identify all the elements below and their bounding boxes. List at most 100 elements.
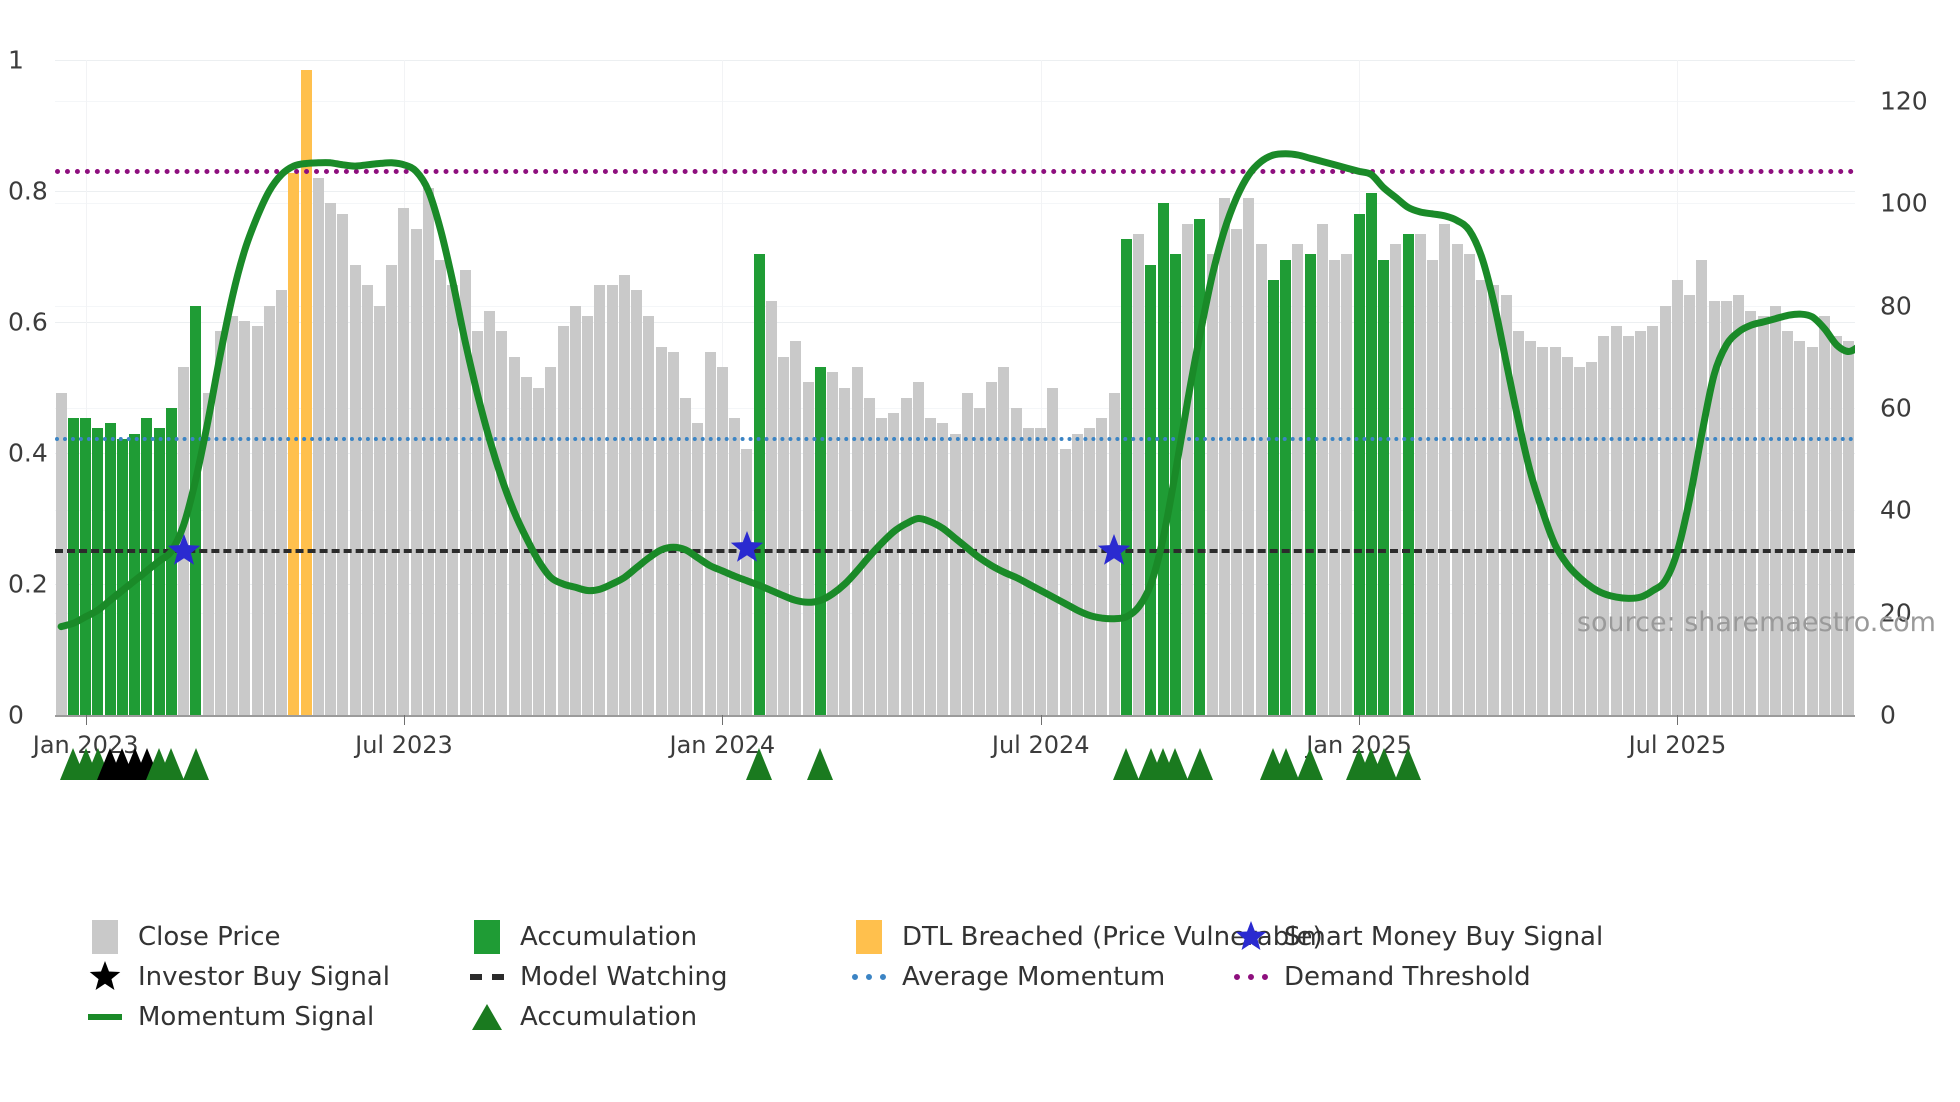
smart-money-buy-signal-marker (729, 530, 765, 566)
close-price-bar (1010, 407, 1022, 715)
close-price-bar (1292, 244, 1304, 715)
close-price-bar (1733, 295, 1745, 715)
x-axis-tick (722, 715, 724, 725)
legend-item[interactable]: Model Watching (470, 958, 727, 996)
close-price-bar (496, 331, 508, 715)
legend-row: Investor Buy Signal Model Watching Average… (0, 958, 1960, 996)
close-price-bar (1414, 233, 1426, 715)
legend-label: Accumulation (520, 1002, 698, 1032)
close-price-bar (1255, 244, 1267, 715)
legend-item[interactable]: Average Momentum (852, 958, 1165, 996)
close-price-bar (471, 331, 483, 715)
close-price-bar (1525, 341, 1536, 715)
y-axis-right-tick-label: 100 (1880, 188, 1928, 218)
legend-item[interactable]: Accumulation (470, 918, 697, 956)
close-price-bar (1794, 341, 1806, 715)
accumulation-marker (1162, 748, 1189, 780)
close-price-bar (1427, 259, 1439, 715)
legend-item[interactable]: Momentum Signal (88, 998, 374, 1036)
close-price-bar (1610, 326, 1622, 715)
close-price-bar (239, 320, 251, 715)
close-price-bar (1696, 259, 1708, 715)
legend-dotted-line-icon (852, 958, 886, 996)
y-axis-right-tick-label: 120 (1880, 86, 1928, 116)
close-price-bar (398, 208, 410, 715)
close-price-bar (508, 356, 520, 715)
close-price-bar (202, 392, 214, 715)
close-price-bar (386, 264, 398, 715)
close-price-bar (1218, 198, 1230, 715)
x-axis-line (55, 715, 1855, 717)
legend-item[interactable]: Investor Buy Signal (88, 958, 390, 996)
close-price-bar (986, 382, 998, 715)
accumulation-bar (190, 305, 202, 715)
accumulation-bar (1365, 193, 1377, 715)
close-price-bar (55, 392, 67, 715)
accumulation-marker (1395, 748, 1422, 780)
y-axis-left-tick-label: 0 (8, 700, 24, 730)
legend-item[interactable]: Close Price (88, 918, 281, 956)
close-price-bar (925, 418, 936, 715)
legend-dashed-line-icon (470, 958, 504, 996)
accumulation-bar (1378, 259, 1390, 715)
close-price-bar (1084, 428, 1096, 715)
y-axis-left-tick-label: 1 (8, 45, 24, 75)
accumulation-bar (1353, 213, 1365, 715)
close-price-bar (594, 285, 606, 715)
accumulation-bar (129, 433, 141, 715)
close-price-bar (937, 423, 949, 715)
close-price-bar (778, 356, 790, 715)
close-price-bar (716, 367, 728, 715)
x-axis-tick (1359, 715, 1361, 725)
accumulation-bar (1402, 233, 1414, 715)
chart-legend: Close Price Accumulation DTL Breached (Pri… (0, 918, 1960, 1038)
accumulation-bar (1304, 254, 1316, 715)
close-price-bar (373, 305, 385, 715)
vertical-gridline (85, 60, 87, 715)
close-price-bar (337, 213, 349, 715)
close-price-bar (361, 285, 373, 715)
close-price-bar (1488, 285, 1500, 715)
close-price-bar (1598, 336, 1610, 715)
close-price-bar (582, 315, 594, 715)
gridline (55, 322, 1855, 323)
model-watching-line (55, 549, 1855, 554)
x-axis-tick (1040, 715, 1042, 725)
dtl-breached-bar (300, 70, 312, 715)
y-axis-right-tick-label: 80 (1880, 291, 1912, 321)
close-price-bar (214, 331, 226, 715)
close-price-bar (1586, 361, 1598, 715)
close-price-bar (1831, 336, 1843, 715)
gridline (55, 191, 1855, 192)
close-price-bar (1720, 300, 1732, 715)
close-price-bar (1537, 346, 1549, 715)
smart-money-buy-signal-marker (1096, 533, 1132, 569)
gridline-right (55, 100, 1855, 102)
close-price-bar (484, 310, 496, 715)
accumulation-bar (1145, 264, 1157, 715)
close-price-bar (1818, 315, 1830, 715)
x-axis-tick (403, 715, 405, 725)
close-price-bar (1096, 418, 1108, 715)
accumulation-marker (1186, 748, 1213, 780)
close-price-bar (704, 351, 716, 715)
accumulation-marker (1113, 748, 1140, 780)
accumulation-bar (753, 254, 765, 715)
close-price-bar (227, 315, 239, 715)
close-price-bar (1708, 300, 1720, 715)
legend-label: Average Momentum (902, 962, 1166, 992)
legend-item[interactable]: Accumulation (470, 998, 697, 1036)
close-price-bar (1647, 326, 1659, 715)
accumulation-bar (1120, 239, 1132, 715)
legend-item[interactable]: Smart Money Buy Signal (1234, 918, 1603, 956)
demand-threshold-line (55, 169, 1855, 175)
close-price-bar (520, 377, 532, 715)
legend-item[interactable]: Demand Threshold (1234, 958, 1531, 996)
accumulation-bar (814, 367, 826, 715)
close-price-bar (1463, 254, 1475, 715)
close-price-bar (1659, 305, 1671, 715)
close-price-bar (1182, 223, 1194, 715)
accumulation-marker (1272, 748, 1299, 780)
legend-swatch-rect-icon (470, 918, 504, 956)
close-price-bar (1549, 346, 1561, 715)
